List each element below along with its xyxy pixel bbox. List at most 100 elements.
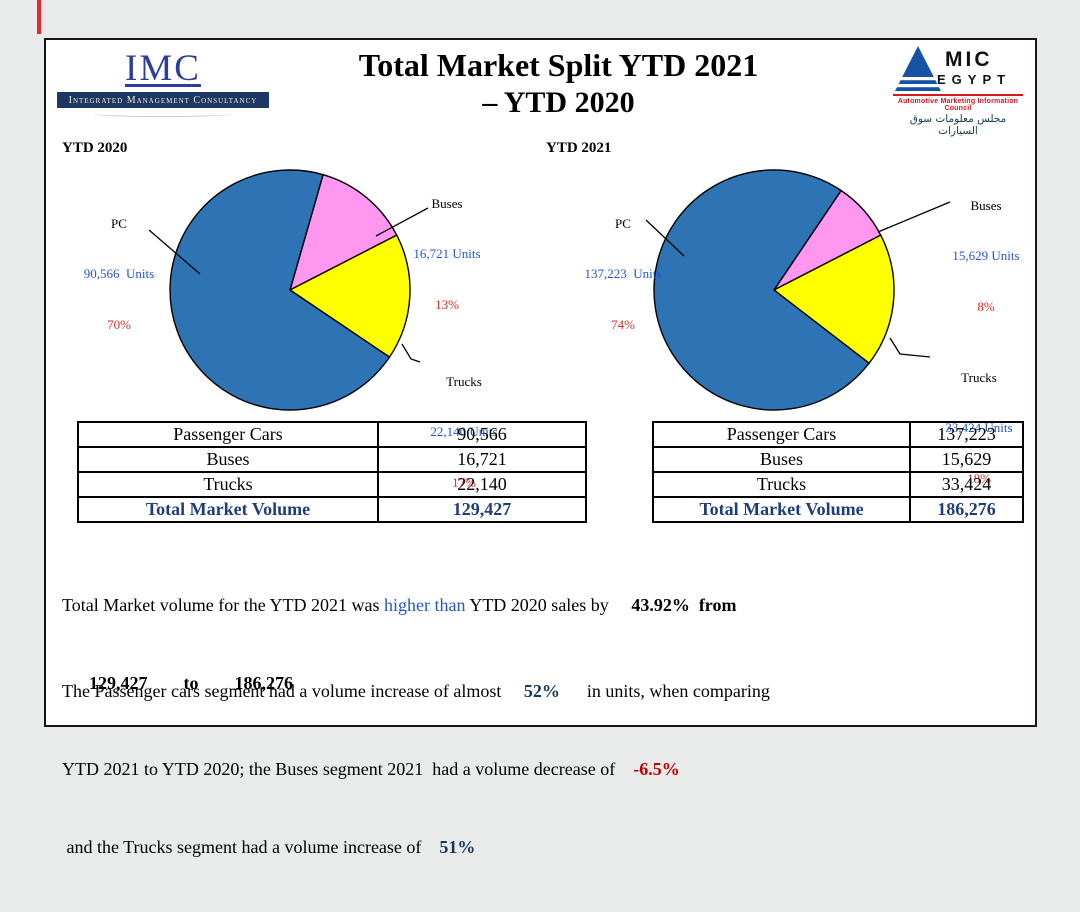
pie-label-name: Buses: [970, 197, 1002, 213]
imc-acronym: IMC: [125, 48, 201, 89]
pie-label-pc: PC 90,566 Units 70%: [64, 182, 174, 368]
note-line: Total Market volume for the YTD 2021 was…: [62, 592, 1025, 618]
text-segment: 52%: [523, 681, 560, 701]
table-cell-value: 129,427: [377, 496, 587, 523]
report-slide: IMC Integrated Management Consultancy To…: [44, 38, 1038, 857]
leader-line-buses: [375, 207, 429, 237]
volume-table-ytd-2020: Passenger Cars 90,566 Buses 16,721 Truck…: [77, 421, 587, 523]
red-tick-decoration: [37, 0, 41, 34]
pie-label-name: PC: [615, 215, 631, 231]
text-segment: and the Trucks segment had a volume incr…: [62, 837, 440, 857]
amic-red-rule: [893, 94, 1023, 96]
pie-label-buses: Buses 16,721 Units 13%: [387, 162, 507, 348]
leader-line-trucks: [889, 337, 931, 358]
imc-logo: IMC Integrated Management Consultancy: [57, 48, 269, 117]
amic-mic-text: MIC: [945, 48, 993, 71]
table-total-row: Total Market Volume 186,276: [652, 496, 1024, 523]
text-segment: 129,427 to 186,276: [62, 673, 293, 693]
table-cell-label: Total Market Volume: [77, 496, 379, 523]
table-row: Trucks 33,424: [652, 471, 1024, 498]
table-row: Buses 16,721: [77, 446, 587, 473]
pie-slice-pc: [169, 169, 391, 411]
amic-logo: MIC EGYPT Automotive Marketing Informati…: [893, 46, 1023, 137]
table-cell-value: 90,566: [377, 421, 587, 448]
pie-label-name: Trucks: [446, 373, 482, 389]
pie-panel-ytd-2020: YTD 2020 PC 90,566 Units 70% Buses 16,72…: [54, 138, 554, 490]
leader-line-trucks: [401, 343, 421, 363]
amic-arabic-text: مجلس معلومات سوق السيارات: [909, 113, 1007, 137]
volume-table-ytd-2021: Passenger Cars 137,223 Buses 15,629 Truc…: [652, 421, 1024, 523]
summary-note-total-volume: Total Market volume for the YTD 2021 was…: [62, 540, 1025, 748]
pie-chart-ytd-2021: [645, 169, 951, 411]
pie-label-pc: PC 137,223 Units 74%: [568, 182, 678, 368]
note-line: 129,427 to 186,276: [62, 670, 1025, 696]
pie-label-percent: 13%: [435, 297, 459, 313]
pie-panel-ytd-2021: YTD 2021 PC 137,223 Units 74% Buses 15,6…: [538, 138, 1038, 486]
pie-slice-pc: [653, 169, 871, 411]
table-cell-label: Passenger Cars: [652, 421, 911, 448]
pie-label-units: 15,629 Units: [952, 248, 1020, 264]
pie-label-name: Trucks: [961, 369, 997, 385]
pie-label-units: 90,566 Units: [83, 266, 155, 282]
text-segment: YTD 2021 to YTD 2020; the Buses segment …: [62, 759, 634, 779]
table-cell-value: 33,424: [909, 471, 1024, 498]
text-segment: -6.5%: [633, 759, 680, 779]
pie-slice-trucks: [288, 234, 411, 359]
pie-label-percent: 70%: [107, 317, 131, 333]
leader-line-buses: [877, 201, 951, 233]
amic-logo-top: MIC EGYPT: [893, 46, 1023, 93]
leader-line-pc: [645, 219, 685, 257]
text-segment: The Passenger cars segment had a volume …: [62, 681, 524, 701]
pie-caption-ytd-2021: YTD 2021: [546, 140, 612, 156]
table-cell-label: Trucks: [652, 471, 911, 498]
table-row: Passenger Cars 137,223: [652, 421, 1024, 448]
page-background: IMC Integrated Management Consultancy To…: [37, 0, 1038, 857]
table-cell-value: 15,629: [909, 446, 1024, 473]
pie-caption-ytd-2020: YTD 2020: [62, 140, 128, 156]
pie-label-name: PC: [111, 215, 127, 231]
pie-label-units: 137,223 Units: [584, 266, 662, 282]
text-segment: 51%: [439, 837, 476, 857]
pie-slices: [653, 169, 895, 411]
table-cell-value: 137,223: [909, 421, 1024, 448]
pie-label-percent: 8%: [977, 299, 995, 315]
table-cell-label: Buses: [652, 446, 911, 473]
title-line-2: – YTD 2020: [482, 86, 635, 120]
table-row: Trucks 22,140: [77, 471, 587, 498]
table-cell-label: Passenger Cars: [77, 421, 379, 448]
pie-label-name: Buses: [431, 195, 463, 211]
note-line: The Passenger cars segment had a volume …: [62, 678, 1025, 704]
page-title: Total Market Split YTD 2021 – YTD 2020: [82, 46, 1035, 122]
table-row: Passenger Cars 90,566: [77, 421, 587, 448]
summary-note-segments: The Passenger cars segment had a volume …: [62, 626, 1025, 912]
imc-company-name: Integrated Management Consultancy: [57, 91, 269, 108]
amic-egypt-text: EGYPT: [937, 72, 1012, 87]
pie-label-buses: Buses 15,629 Units 8%: [936, 164, 1036, 350]
note-line: and the Trucks segment had a volume incr…: [62, 834, 1025, 860]
imc-tagline-script: [93, 111, 233, 117]
table-cell-value: 186,276: [909, 496, 1024, 523]
pie-slices: [169, 169, 411, 411]
note-line: YTD 2021 to YTD 2020; the Buses segment …: [62, 756, 1025, 782]
leader-line-pc: [148, 229, 201, 275]
text-segment: in units, when comparing: [559, 681, 770, 701]
amic-council-text: Automotive Marketing Information Council: [897, 98, 1019, 112]
title-line-1: Total Market Split YTD 2021: [358, 47, 759, 83]
pie-slice-trucks: [772, 234, 895, 365]
leader-lines: [645, 201, 951, 358]
table-row: Buses 15,629: [652, 446, 1024, 473]
table-cell-value: 22,140: [377, 471, 587, 498]
text-segment: 43.92%: [613, 595, 690, 615]
pie-chart-ytd-2020: [148, 169, 429, 411]
text-segment: YTD 2020 sales by: [465, 595, 614, 615]
pie-label-percent: 74%: [611, 317, 635, 333]
leader-lines: [148, 207, 429, 363]
table-total-row: Total Market Volume 129,427: [77, 496, 587, 523]
table-cell-label: Trucks: [77, 471, 379, 498]
pie-slice-buses: [288, 173, 398, 292]
text-segment: higher than: [384, 595, 466, 615]
pie-label-units: 16,721 Units: [413, 246, 481, 262]
table-cell-value: 16,721: [377, 446, 587, 473]
amic-a-triangle-icon: [895, 46, 941, 91]
table-cell-label: Total Market Volume: [652, 496, 911, 523]
